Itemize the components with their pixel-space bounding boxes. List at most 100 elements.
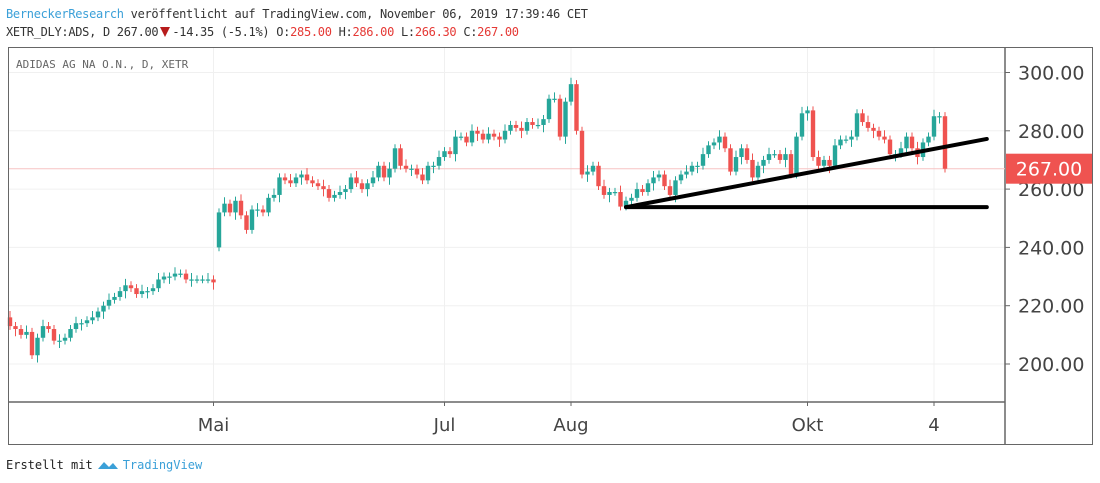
candle <box>689 161 695 176</box>
candle <box>772 150 777 158</box>
candle <box>84 316 90 327</box>
chart-frame <box>8 47 1093 445</box>
candle-body <box>491 133 497 137</box>
x-tick-label: Aug <box>553 415 588 436</box>
candle-body <box>904 136 909 149</box>
candle <box>678 170 684 185</box>
candle-body <box>183 273 189 280</box>
candle <box>409 164 414 176</box>
candle-body <box>799 113 805 137</box>
candle <box>277 173 282 203</box>
candle-body <box>486 133 491 140</box>
candle-body <box>156 279 161 289</box>
candle <box>95 307 101 322</box>
candle <box>447 147 453 158</box>
candle <box>601 179 607 199</box>
candle-body <box>579 130 585 175</box>
candle-body <box>288 180 293 184</box>
candle <box>442 147 447 161</box>
candle-body <box>365 183 370 190</box>
candle-body <box>838 139 843 146</box>
candle <box>519 121 524 139</box>
candle-body <box>343 189 348 193</box>
candle <box>761 155 766 174</box>
candle <box>486 127 491 144</box>
candle-body <box>937 116 942 118</box>
candle <box>194 275 200 284</box>
candle-body <box>816 157 821 166</box>
open-label: O: <box>276 25 291 39</box>
close-label: C: <box>463 25 478 39</box>
tradingview-logo-icon <box>97 462 118 469</box>
candle <box>475 126 480 142</box>
candle-body <box>310 180 315 184</box>
candle-body <box>832 145 838 166</box>
candle-body <box>788 154 794 175</box>
candle <box>216 208 222 252</box>
candle-body <box>623 200 629 207</box>
candle <box>931 109 937 141</box>
candle <box>942 112 948 173</box>
candle <box>205 273 211 284</box>
candle-body <box>222 203 227 213</box>
candle-body <box>101 305 106 312</box>
tradingview-link[interactable]: TradingView <box>122 458 203 472</box>
candle <box>480 129 486 144</box>
candle-body <box>211 279 216 283</box>
candle-body <box>596 165 601 187</box>
candle-body <box>475 130 480 134</box>
candle-body <box>106 299 112 306</box>
candle <box>810 106 816 161</box>
candle-body <box>128 285 134 289</box>
candle <box>777 150 783 164</box>
rising-trendline[interactable] <box>624 136 989 210</box>
low-value: 266.30 <box>414 25 457 39</box>
candle-body <box>865 122 871 128</box>
candle-body <box>805 110 810 114</box>
y-tick-label: 280.00 <box>1018 121 1084 143</box>
candle <box>343 185 348 200</box>
candle <box>46 322 51 333</box>
candle <box>332 190 337 202</box>
candle <box>744 144 750 164</box>
candle <box>585 165 590 182</box>
candle-body <box>557 98 563 137</box>
candle-body <box>469 130 475 143</box>
candle <box>491 129 497 141</box>
candle <box>524 117 530 135</box>
candle-body <box>634 189 640 198</box>
candle <box>464 132 469 147</box>
candle-body <box>62 337 68 341</box>
candle <box>799 106 805 141</box>
candle <box>541 115 546 133</box>
candle-body <box>706 145 711 155</box>
last-price-badge <box>1006 153 1093 184</box>
candle-body <box>178 273 183 275</box>
candle <box>882 130 887 144</box>
candle <box>106 293 112 310</box>
candle-body <box>678 174 684 181</box>
symbol-info: XETR_DLY:ADS, D 267.00 <box>6 25 159 39</box>
candle <box>871 123 876 139</box>
candle-body <box>821 159 827 166</box>
candle <box>783 147 788 168</box>
author-link[interactable]: BerneckerResearch <box>6 7 124 21</box>
candle <box>134 284 139 298</box>
candle <box>68 324 73 342</box>
candle <box>838 135 843 150</box>
candle <box>326 185 332 202</box>
candle <box>904 132 909 153</box>
candle-body <box>348 177 354 190</box>
candle <box>266 193 271 217</box>
candle-body <box>321 186 326 190</box>
candle-body <box>18 329 24 335</box>
candle <box>128 281 134 292</box>
candle-body <box>843 139 849 141</box>
candle <box>150 284 156 295</box>
candle-body <box>13 326 18 330</box>
high-value: 286.00 <box>352 25 395 39</box>
candle <box>865 115 871 132</box>
candle-body <box>585 171 590 175</box>
open-value: 285.00 <box>290 25 332 39</box>
